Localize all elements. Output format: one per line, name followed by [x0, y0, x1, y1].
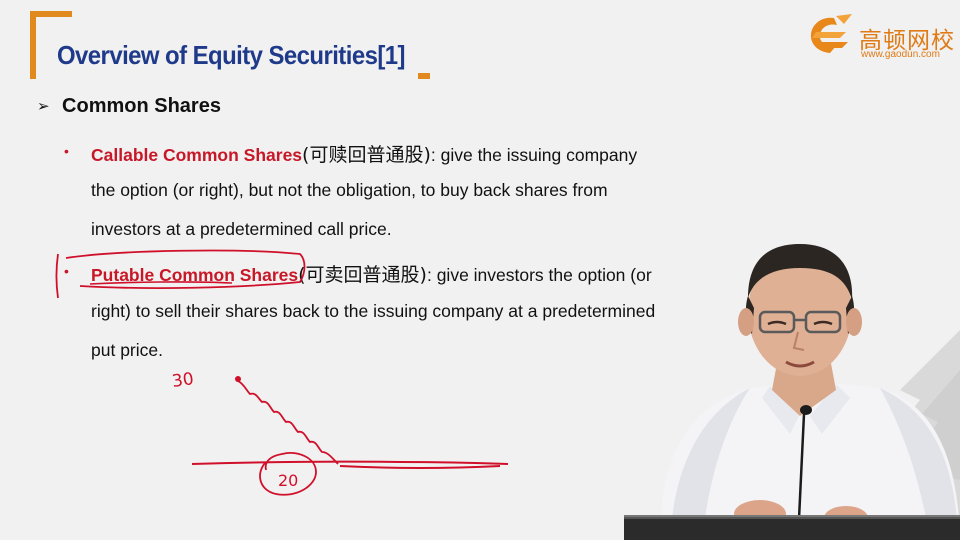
bullet-marker: •	[64, 263, 69, 279]
gaodun-logo: 高顿网校 www.gaodun.com	[806, 12, 956, 62]
logo-text: 高顿网校	[859, 28, 955, 54]
bullet-line: Putable Common Shares(可卖回普通股): give inve…	[91, 260, 652, 287]
bullet-text: : give the issuing company	[430, 145, 638, 165]
annotation-circle-20	[259, 452, 317, 496]
term-callable-cn: (可赎回普通股)	[302, 144, 431, 166]
bullet-marker: •	[64, 143, 69, 159]
podium-edge	[624, 515, 960, 518]
podium	[624, 517, 960, 540]
annotation-price-level-line	[191, 460, 509, 469]
bullet-text: put price.	[91, 340, 163, 360]
section-arrow-icon: ➢	[37, 98, 50, 115]
annotation-price-path	[237, 380, 339, 465]
bullet-text: the option (or right), but not the oblig…	[91, 180, 608, 200]
bullet-line: Callable Common Shares(可赎回普通股): give the…	[91, 140, 637, 167]
annotation-price-low: 20	[278, 471, 298, 490]
term-callable: Callable Common Shares	[91, 145, 303, 165]
presenter-video	[660, 244, 960, 540]
bullet-text: : give investors the option (or	[426, 265, 652, 285]
bullet-text: right) to sell their shares back to the …	[91, 301, 656, 321]
logo-url: www.gaodun.com	[861, 49, 940, 60]
gaodun-logo-icon	[810, 14, 852, 53]
annotation-price-high: 30	[171, 369, 195, 392]
title-tick-decoration	[418, 73, 430, 79]
title-bracket-decoration	[30, 11, 72, 79]
slide-title: Overview of Equity Securities[1]	[57, 40, 405, 70]
annotation-price-start-dot	[235, 376, 241, 382]
section-title: Common Shares	[62, 95, 221, 117]
section-heading: ➢ Common Shares	[37, 95, 221, 118]
term-putable: Putable Common Shares	[91, 265, 299, 285]
term-putable-cn: (可卖回普通股)	[298, 264, 427, 286]
bullet-text: investors at a predetermined call price.	[91, 219, 392, 239]
